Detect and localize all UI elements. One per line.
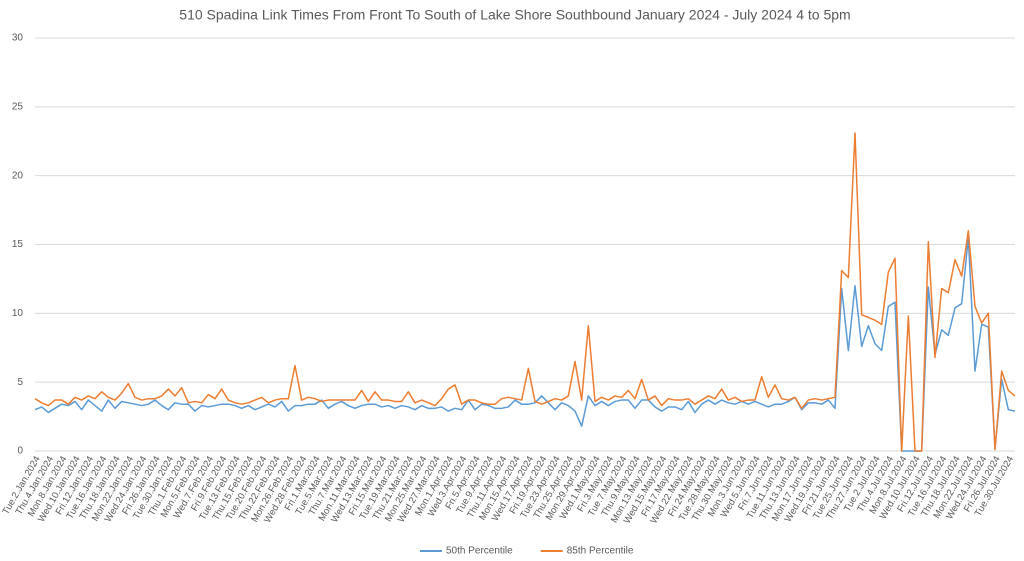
y-tick-label: 30 [12,33,24,44]
series-line [34,132,1016,452]
legend-label: 50th Percentile [446,546,513,557]
legend-label: 85th Percentile [567,546,634,557]
y-tick-label: 20 [12,170,24,181]
y-tick-label: 25 [12,101,24,112]
y-tick-label: 15 [12,239,24,250]
chart-title: 510 Spadina Link Times From Front To Sou… [179,7,850,23]
y-tick-label: 0 [17,446,23,457]
y-tick-label: 10 [12,308,24,319]
y-tick-label: 5 [17,377,23,388]
series-line [34,236,1016,452]
